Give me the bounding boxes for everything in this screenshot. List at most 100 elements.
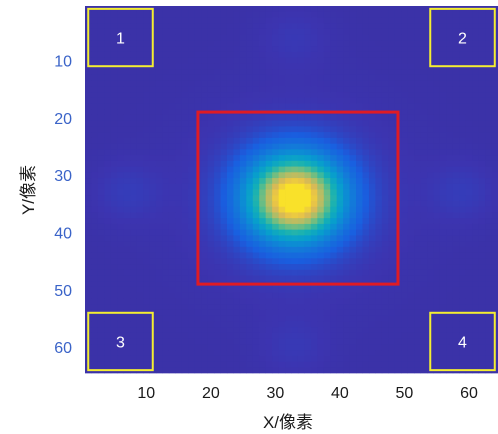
heatmap-cell (291, 241, 299, 248)
heatmap-cell (401, 92, 408, 99)
heatmap-cell (343, 57, 350, 64)
heatmap-cell (207, 137, 215, 144)
heatmap-cell (168, 86, 176, 93)
heatmap-cell (214, 51, 221, 58)
heatmap-cell (407, 315, 415, 322)
heatmap-cell (117, 149, 125, 156)
heatmap-cell (201, 166, 208, 173)
heatmap-cell (162, 63, 170, 70)
heatmap-cell (181, 218, 189, 225)
heatmap-cell (465, 292, 473, 299)
heatmap-cell (349, 143, 357, 150)
heatmap-cell (491, 258, 498, 265)
heatmap-cell (304, 114, 312, 122)
heatmap-cell (226, 304, 234, 311)
heatmap-cell (252, 17, 260, 24)
heatmap-cell (439, 103, 447, 110)
heatmap-cell (97, 178, 105, 185)
heatmap-cell (343, 229, 350, 236)
heatmap-cell (265, 80, 273, 87)
heatmap-cell (388, 183, 396, 190)
heatmap-cell (388, 241, 396, 248)
heatmap-cell (188, 269, 196, 276)
heatmap-cell (226, 367, 234, 374)
heatmap-cell (297, 212, 305, 219)
heatmap-cell (388, 298, 396, 305)
heatmap-cell (407, 281, 415, 288)
heatmap-cell (136, 183, 144, 190)
heatmap-cell (226, 355, 234, 362)
heatmap-cell (136, 34, 144, 41)
heatmap-cell (162, 11, 170, 18)
heatmap-cell (104, 264, 112, 271)
heatmap-cell (143, 46, 150, 53)
heatmap-cell (452, 97, 460, 104)
heatmap-cell (375, 11, 383, 18)
heatmap-cell (201, 149, 208, 156)
heatmap-cell (123, 298, 131, 305)
heatmap-cell (452, 74, 460, 81)
heatmap-cell (439, 120, 447, 127)
heatmap-cell (168, 281, 176, 288)
heatmap-cell (401, 126, 408, 133)
heatmap-cell (452, 183, 460, 190)
heatmap-cell (310, 155, 318, 162)
heatmap-cell (130, 218, 137, 225)
heatmap-cell (110, 132, 118, 139)
heatmap-cell (85, 92, 92, 99)
heatmap-cell (91, 361, 99, 368)
heatmap-cell (130, 292, 137, 299)
heatmap-cell (368, 103, 376, 110)
heatmap-cell (478, 155, 486, 162)
heatmap-cell (381, 155, 389, 162)
heatmap-cell (304, 178, 312, 185)
heatmap-cell (201, 97, 208, 104)
heatmap-cell (459, 160, 467, 167)
heatmap-cell (491, 172, 498, 179)
heatmap-cell (336, 183, 344, 190)
heatmap-cell (343, 327, 350, 334)
heatmap-cell (401, 40, 408, 47)
heatmap-cell (272, 46, 279, 53)
heatmap-cell (330, 11, 338, 18)
heatmap-cell (349, 264, 357, 271)
heatmap-cell (130, 166, 137, 173)
heatmap-cell (239, 195, 247, 202)
heatmap-cell (304, 315, 312, 322)
heatmap-cell (85, 132, 92, 139)
heatmap-cell (407, 327, 415, 334)
heatmap-cell (472, 246, 479, 253)
heatmap-cell (226, 92, 234, 99)
heatmap-cell (117, 97, 125, 104)
heatmap-cell (394, 23, 402, 30)
heatmap-cell (97, 11, 105, 18)
heatmap-cell (252, 252, 260, 259)
heatmap-cell (297, 6, 305, 13)
heatmap-cell (272, 246, 279, 253)
heatmap-cell (188, 327, 196, 334)
heatmap-cell (446, 103, 454, 110)
heatmap-cell (201, 298, 208, 305)
heatmap-cell (343, 34, 350, 41)
heatmap-cell (143, 149, 150, 156)
heatmap-cell (465, 92, 473, 99)
heatmap-cell (472, 34, 479, 41)
heatmap-cell (343, 206, 350, 213)
heatmap-cell (91, 332, 99, 339)
heatmap-cell (433, 332, 441, 339)
heatmap-cell (343, 63, 350, 70)
heatmap-cell (452, 206, 460, 213)
heatmap-cell (117, 132, 125, 139)
heatmap-cell (239, 80, 247, 87)
heatmap-cell (485, 114, 492, 122)
heatmap-cell (155, 223, 163, 230)
heatmap-cell (362, 189, 370, 196)
heatmap-cell (304, 97, 312, 104)
heatmap-cell (214, 46, 221, 53)
heatmap-cell (317, 264, 325, 271)
heatmap-cell (472, 321, 479, 328)
heatmap-cell (97, 258, 105, 265)
heatmap-cell (188, 46, 196, 53)
heatmap-cell (317, 74, 325, 81)
heatmap-cell (226, 143, 234, 150)
